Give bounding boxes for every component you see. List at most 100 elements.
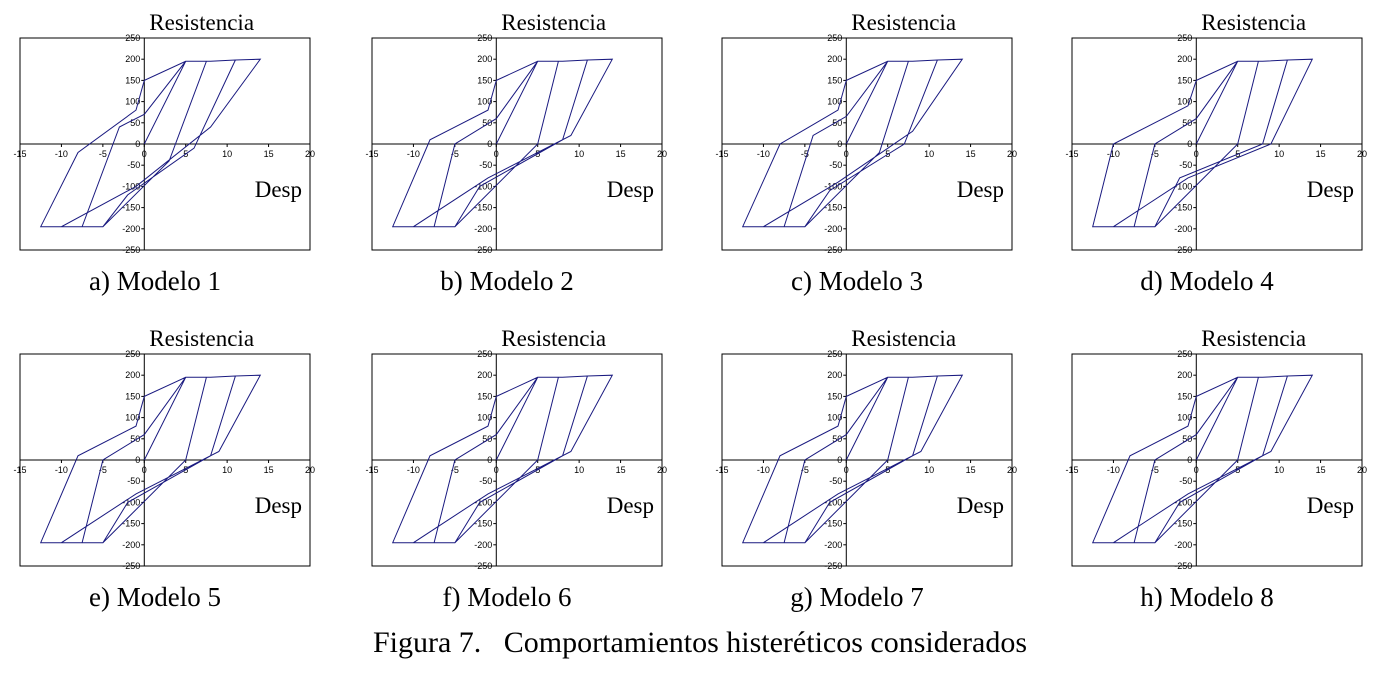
y-tick-label: 200 — [827, 54, 842, 64]
chart-panel: -15 -10 -5 0 5 10 15 20 -250 -200 -150 -100 -50 0 50 10… — [352, 10, 692, 300]
x-tick-label: -15 — [1065, 465, 1078, 475]
x-tick-label: 15 — [616, 465, 626, 475]
x-tick-label: -10 — [407, 149, 420, 159]
x-tick-label: -10 — [1107, 149, 1120, 159]
x-tick-label: 10 — [1274, 149, 1284, 159]
y-tick-label: -200 — [122, 224, 140, 234]
y-tick-label: -200 — [1174, 224, 1192, 234]
x-tick-label: -10 — [1107, 465, 1120, 475]
x-axis-label: Desp — [255, 177, 302, 202]
x-tick-label: -5 — [99, 149, 107, 159]
y-tick-label: 50 — [832, 118, 842, 128]
x-tick-label: -15 — [365, 465, 378, 475]
y-tick-label: 0 — [487, 455, 492, 465]
x-tick-label: 15 — [264, 149, 274, 159]
hysteresis-curve — [741, 58, 964, 228]
x-tick-label: -5 — [451, 465, 459, 475]
chart-panel: -15 -10 -5 0 5 10 15 20 -250 -200 -150 -100 -50 0 50 10… — [702, 10, 1042, 300]
x-tick-label: -10 — [407, 465, 420, 475]
chart-svg: -15 -10 -5 0 5 10 15 20-250-200-150-100-5005010… — [715, 326, 1017, 612]
y-tick-label: 200 — [477, 370, 492, 380]
y-tick-label: -250 — [474, 561, 492, 571]
panel-caption: f) Modelo 6 — [443, 582, 572, 612]
y-axis-label: Resistencia — [501, 10, 606, 35]
plot-area: -15 -10 -5 0 5 10 15 20-250-200-150-100-5005010… — [13, 10, 315, 296]
y-tick-label: -250 — [824, 561, 842, 571]
y-tick-label: 200 — [1177, 54, 1192, 64]
y-tick-label: -100 — [122, 181, 140, 191]
x-tick-label: -10 — [55, 465, 68, 475]
y-axis-label: Resistencia — [1201, 326, 1306, 351]
y-tick-label: -100 — [824, 181, 842, 191]
hysteresis-curve — [39, 58, 262, 228]
x-tick-label: -5 — [801, 149, 809, 159]
chart-svg: -15 -10 -5 0 5 10 15 20-250-200-150-100-5005010… — [13, 326, 315, 612]
x-tick-label: 15 — [966, 465, 976, 475]
y-tick-label: 200 — [125, 370, 140, 380]
plot-area: -15 -10 -5 0 5 10 15 20-250-200-150-100-5005010… — [715, 10, 1017, 296]
y-tick-label: -250 — [1174, 245, 1192, 255]
x-tick-label: 10 — [924, 465, 934, 475]
x-tick-label: -5 — [801, 465, 809, 475]
x-tick-label: 15 — [966, 149, 976, 159]
y-tick-label: 0 — [837, 139, 842, 149]
y-tick-label: 250 — [477, 349, 492, 359]
y-tick-label: 0 — [487, 139, 492, 149]
x-tick-label: 10 — [222, 465, 232, 475]
figure-caption: Figura 7. Comportamientos histeréticos c… — [372, 626, 1028, 659]
y-tick-label: 100 — [1177, 413, 1192, 423]
y-tick-label: 250 — [1177, 349, 1192, 359]
x-axis-label: Desp — [957, 177, 1004, 202]
chart-panel: -15 -10 -5 0 5 10 15 20 -250 -200 -150 -100 -50 0 50 10… — [702, 326, 1042, 616]
y-axis-label: Resistencia — [149, 10, 254, 35]
y-tick-label: 50 — [832, 434, 842, 444]
y-tick-label: -250 — [122, 245, 140, 255]
y-tick-label: 50 — [1182, 118, 1192, 128]
y-tick-label: 100 — [827, 97, 842, 107]
y-tick-label: 0 — [135, 139, 140, 149]
y-tick-label: 100 — [477, 97, 492, 107]
y-axis-label: Resistencia — [1201, 10, 1306, 35]
hysteresis-curve — [1092, 58, 1314, 228]
y-tick-label: 150 — [827, 75, 842, 85]
x-tick-label: 0 — [494, 465, 499, 475]
x-tick-label: 15 — [1316, 465, 1326, 475]
panel-caption: d) Modelo 4 — [1140, 266, 1274, 296]
plot-area: -15 -10 -5 0 5 10 15 20-250-200-150-100-5005010… — [1065, 10, 1367, 296]
plot-area: -15 -10 -5 0 5 10 15 20-250-200-150-100-5005010… — [715, 326, 1017, 612]
y-tick-label: 250 — [827, 33, 842, 43]
y-tick-label: 150 — [1177, 391, 1192, 401]
y-tick-label: -150 — [1174, 519, 1192, 529]
x-tick-label: 10 — [1274, 465, 1284, 475]
x-tick-label: 0 — [494, 149, 499, 159]
x-tick-label: 15 — [264, 465, 274, 475]
x-tick-label: -15 — [715, 465, 728, 475]
y-tick-label: 150 — [477, 391, 492, 401]
y-tick-label: 0 — [837, 455, 842, 465]
y-tick-label: 250 — [125, 33, 140, 43]
y-tick-label: 250 — [125, 349, 140, 359]
y-tick-label: -100 — [122, 497, 140, 507]
x-axis-label: Desp — [607, 177, 654, 202]
x-tick-label: 0 — [844, 149, 849, 159]
plot-area: -15 -10 -5 0 5 10 15 20-250-200-150-100-5005010… — [365, 10, 667, 296]
chart-svg: -15 -10 -5 0 5 10 15 20-250-200-150-100-5005010… — [365, 10, 667, 296]
y-tick-label: -150 — [824, 203, 842, 213]
panel-caption: a) Modelo 1 — [89, 266, 221, 296]
y-tick-label: 100 — [125, 97, 140, 107]
y-tick-label: -250 — [1174, 561, 1192, 571]
y-tick-label: -200 — [474, 224, 492, 234]
chart-panel: -15 -10 -5 0 5 10 15 20 -250 -200 -150 -100 -50 0 50 10… — [0, 326, 340, 616]
y-tick-label: -250 — [122, 561, 140, 571]
x-tick-label: -5 — [99, 465, 107, 475]
x-tick-label: 10 — [574, 149, 584, 159]
x-tick-label: -5 — [1151, 465, 1159, 475]
y-axis-label: Resistencia — [149, 326, 254, 351]
y-tick-label: -100 — [474, 497, 492, 507]
y-tick-label: 150 — [125, 391, 140, 401]
y-tick-label: 100 — [125, 413, 140, 423]
x-tick-label: -15 — [13, 149, 26, 159]
y-tick-label: 150 — [1177, 75, 1192, 85]
x-axis-label: Desp — [1307, 493, 1354, 518]
y-tick-label: 0 — [1187, 139, 1192, 149]
